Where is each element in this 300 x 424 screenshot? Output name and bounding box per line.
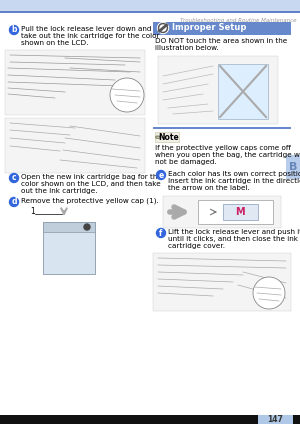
- Bar: [286, 155, 300, 179]
- Bar: [258, 415, 293, 424]
- Text: e: e: [158, 170, 164, 179]
- Bar: [163, 196, 281, 228]
- Circle shape: [157, 229, 166, 237]
- Circle shape: [158, 22, 169, 33]
- Bar: [153, 253, 291, 311]
- Bar: [0, 11, 300, 12]
- Text: f: f: [159, 229, 163, 237]
- Bar: [0, 0, 300, 11]
- Bar: [43, 222, 95, 232]
- Text: b: b: [11, 25, 17, 34]
- Bar: [223, 204, 258, 220]
- Bar: [0, 415, 300, 424]
- Circle shape: [158, 23, 167, 33]
- Text: c: c: [12, 173, 16, 182]
- Text: 1: 1: [30, 207, 35, 216]
- Text: 147: 147: [268, 415, 284, 424]
- Circle shape: [160, 25, 166, 31]
- Bar: [198, 200, 273, 224]
- Text: If the protective yellow caps come off
when you open the bag, the cartridge will: If the protective yellow caps come off w…: [155, 145, 300, 165]
- Bar: [218, 64, 268, 119]
- Circle shape: [10, 25, 19, 34]
- Text: Open the new ink cartridge bag for the
color shown on the LCD, and then take
out: Open the new ink cartridge bag for the c…: [21, 174, 162, 194]
- Text: d: d: [11, 198, 17, 206]
- Circle shape: [253, 277, 285, 309]
- Text: Note: Note: [159, 132, 179, 142]
- Circle shape: [10, 173, 19, 182]
- Circle shape: [157, 170, 166, 179]
- Text: Troubleshooting and Routine Maintenance: Troubleshooting and Routine Maintenance: [179, 18, 296, 23]
- Text: M: M: [235, 207, 245, 217]
- Text: Remove the protective yellow cap (1).: Remove the protective yellow cap (1).: [21, 198, 159, 204]
- Bar: [155, 132, 179, 142]
- Text: Improper Setup: Improper Setup: [172, 23, 246, 33]
- Text: B: B: [289, 162, 297, 172]
- Bar: [158, 56, 278, 124]
- Circle shape: [10, 198, 19, 206]
- Bar: [43, 222, 95, 274]
- Bar: [5, 50, 145, 115]
- Text: Pull the lock release lever down and
take out the ink cartridge for the color
sh: Pull the lock release lever down and tak…: [21, 26, 160, 46]
- Bar: [5, 118, 145, 173]
- Circle shape: [110, 78, 144, 112]
- Circle shape: [84, 224, 90, 230]
- Bar: [153, 22, 291, 35]
- Text: Each color has its own correct position.
Insert the ink cartridge in the directi: Each color has its own correct position.…: [168, 171, 300, 191]
- Bar: [153, 127, 291, 129]
- Text: DO NOT touch the area shown in the
illustration below.: DO NOT touch the area shown in the illus…: [155, 38, 287, 51]
- Text: Lift the lock release lever and push it
until it clicks, and then close the ink
: Lift the lock release lever and push it …: [168, 229, 300, 249]
- Text: ✏: ✏: [154, 132, 161, 142]
